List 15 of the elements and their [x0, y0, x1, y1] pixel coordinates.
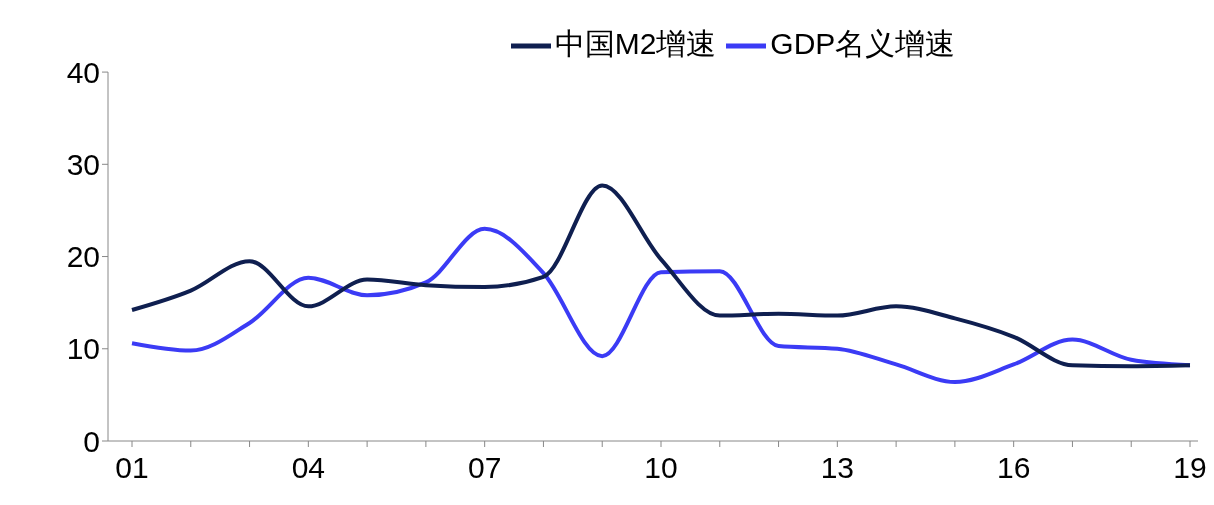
x-tick-label: 04: [291, 451, 326, 485]
line-series: [130, 183, 1192, 369]
y-tick-label: 30: [66, 147, 100, 181]
y-tick-label: 40: [66, 55, 100, 89]
x-tick-label: 10: [644, 451, 678, 485]
y-tick-label: 20: [66, 240, 100, 274]
x-tick-label: 07: [467, 451, 502, 485]
legend-label: 中国M2增速: [554, 27, 717, 60]
x-tick-label: 13: [820, 451, 855, 485]
x-tick-label: 19: [1173, 451, 1207, 485]
x-tick-label: 16: [996, 451, 1031, 485]
y-tick-label: 0: [83, 424, 100, 458]
legend-label: GDP名义增速: [770, 27, 956, 60]
x-tick-label: 01: [115, 451, 149, 485]
y-tick-label: 10: [66, 332, 100, 366]
